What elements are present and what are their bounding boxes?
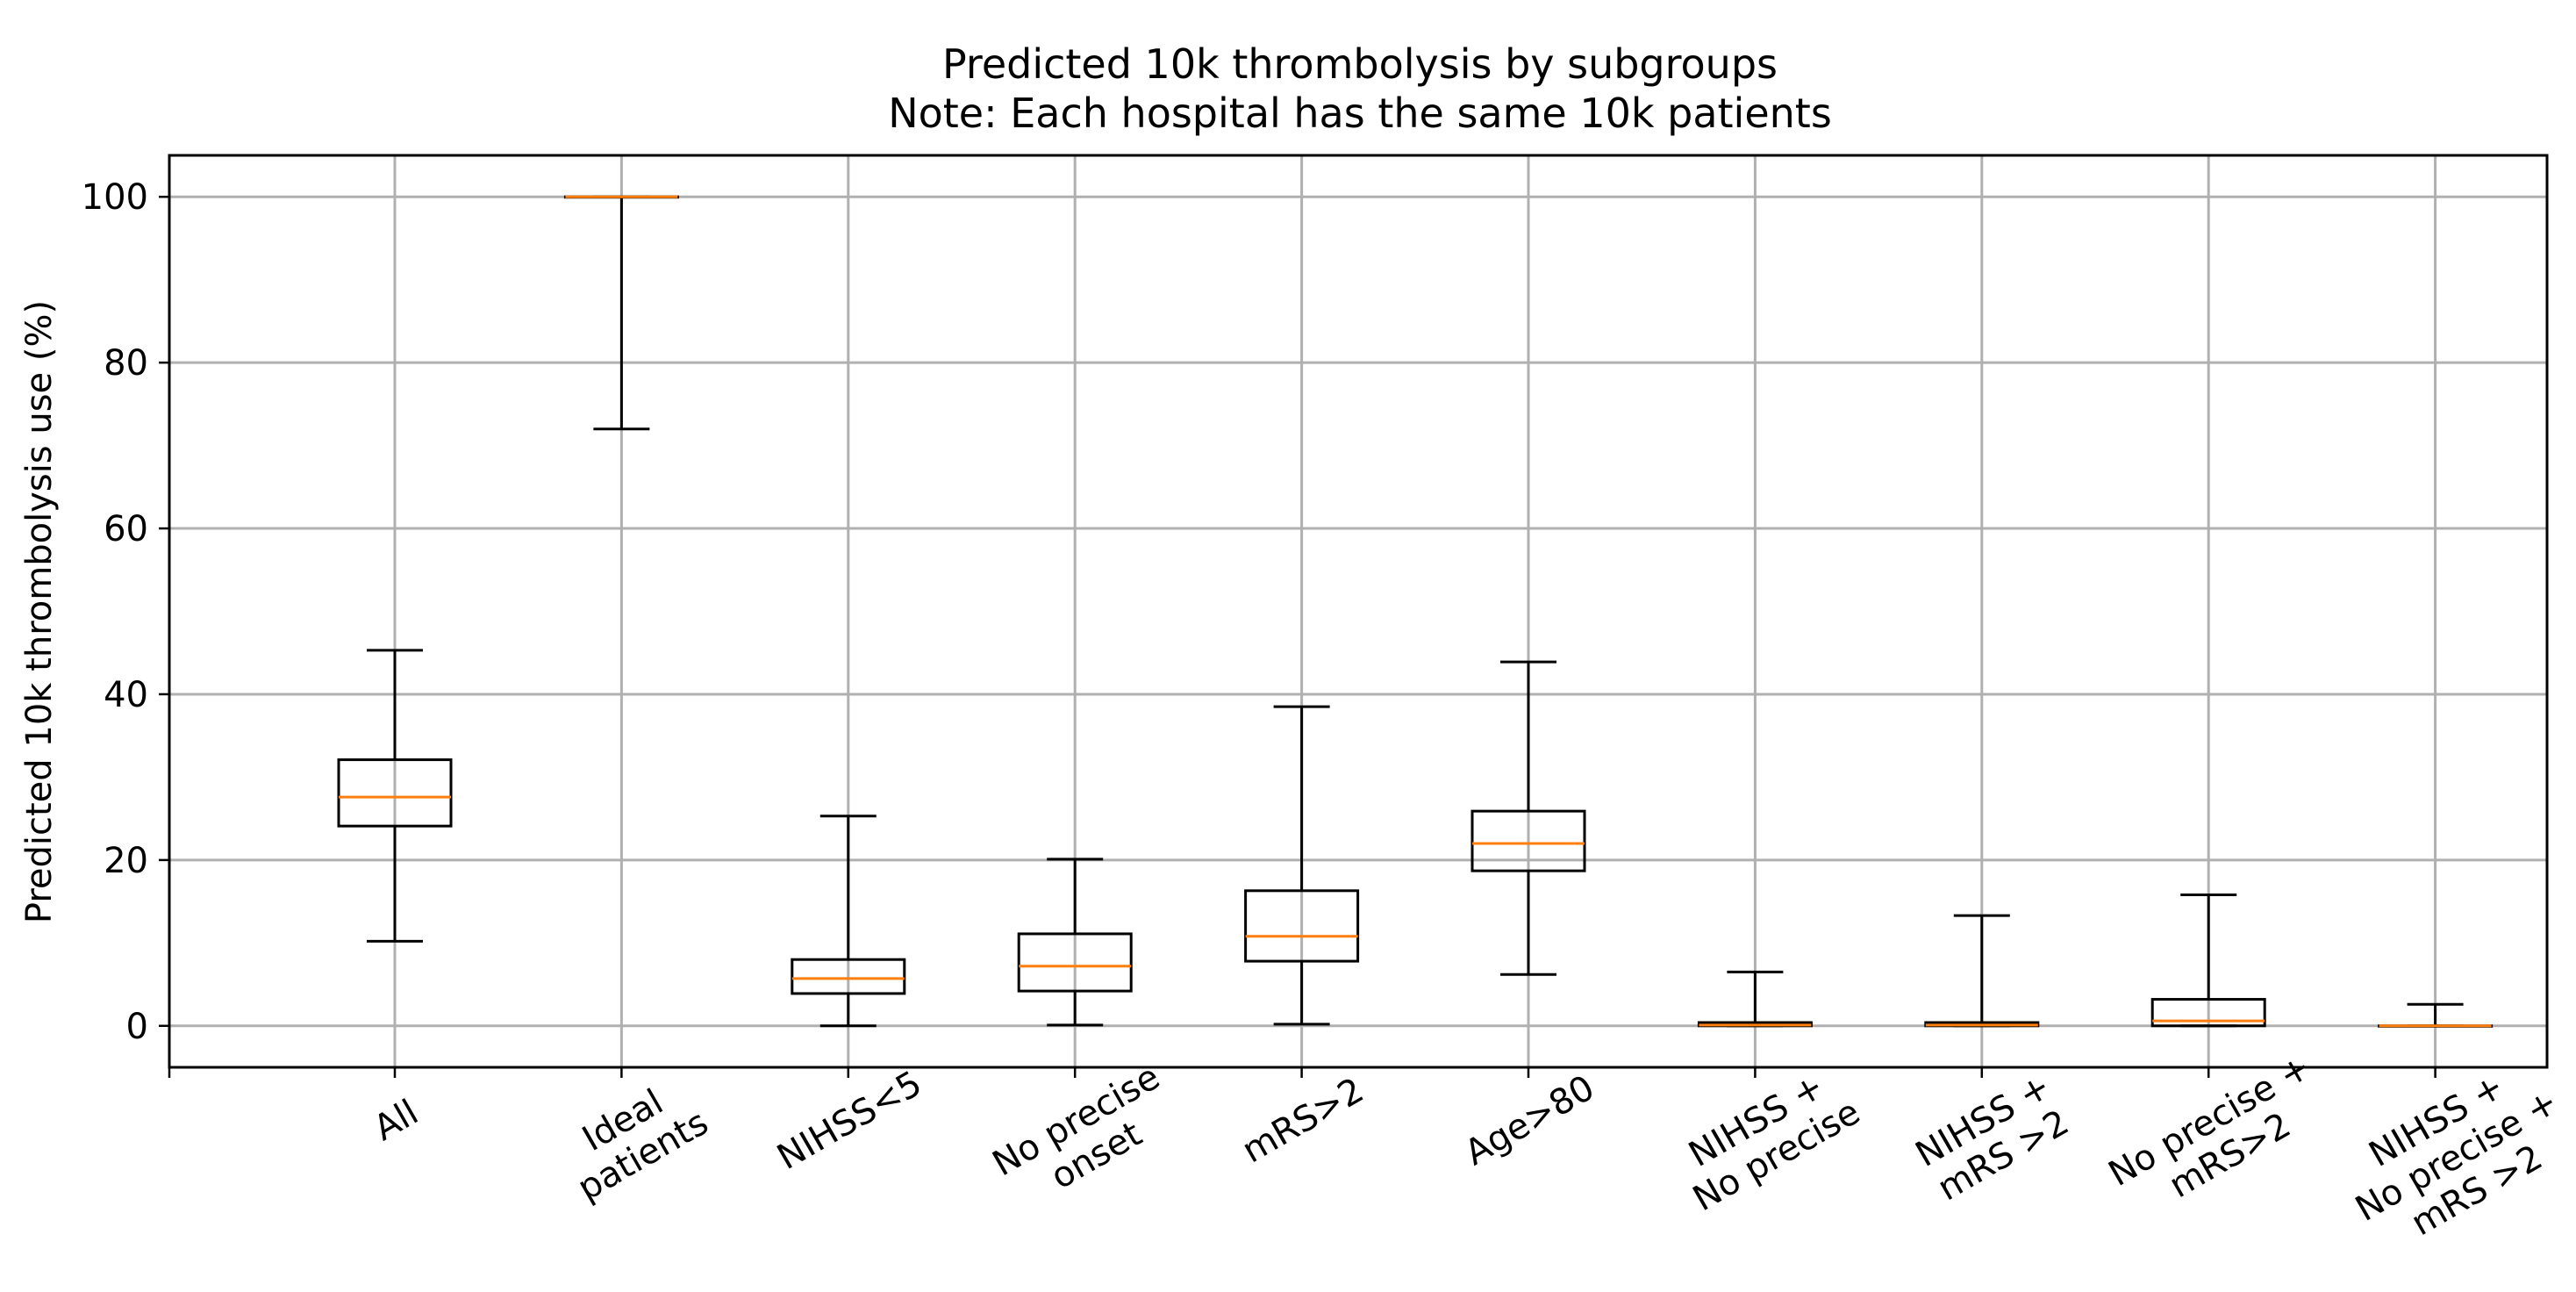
box-body <box>337 758 453 828</box>
chart-title: Predicted 10k thrombolysis by subgroups <box>942 40 1778 88</box>
y-tick-label: 80 <box>104 343 148 384</box>
box-body <box>791 958 906 995</box>
box-body <box>1470 809 1586 872</box>
box-body <box>1017 932 1133 993</box>
y-tick-label: 60 <box>104 509 148 549</box>
y-tick-label: 20 <box>104 841 148 881</box>
plot-frame <box>168 154 2549 1069</box>
box-body <box>1244 889 1360 963</box>
y-tick-label: 0 <box>126 1007 148 1047</box>
box-body <box>2150 998 2266 1028</box>
y-tick-label: 100 <box>82 177 148 218</box>
y-tick-label: 40 <box>104 675 148 715</box>
chart-subtitle: Note: Each hospital has the same 10k pat… <box>888 90 1832 137</box>
y-axis-label: Predicted 10k thrombolysis use (%) <box>19 300 60 923</box>
